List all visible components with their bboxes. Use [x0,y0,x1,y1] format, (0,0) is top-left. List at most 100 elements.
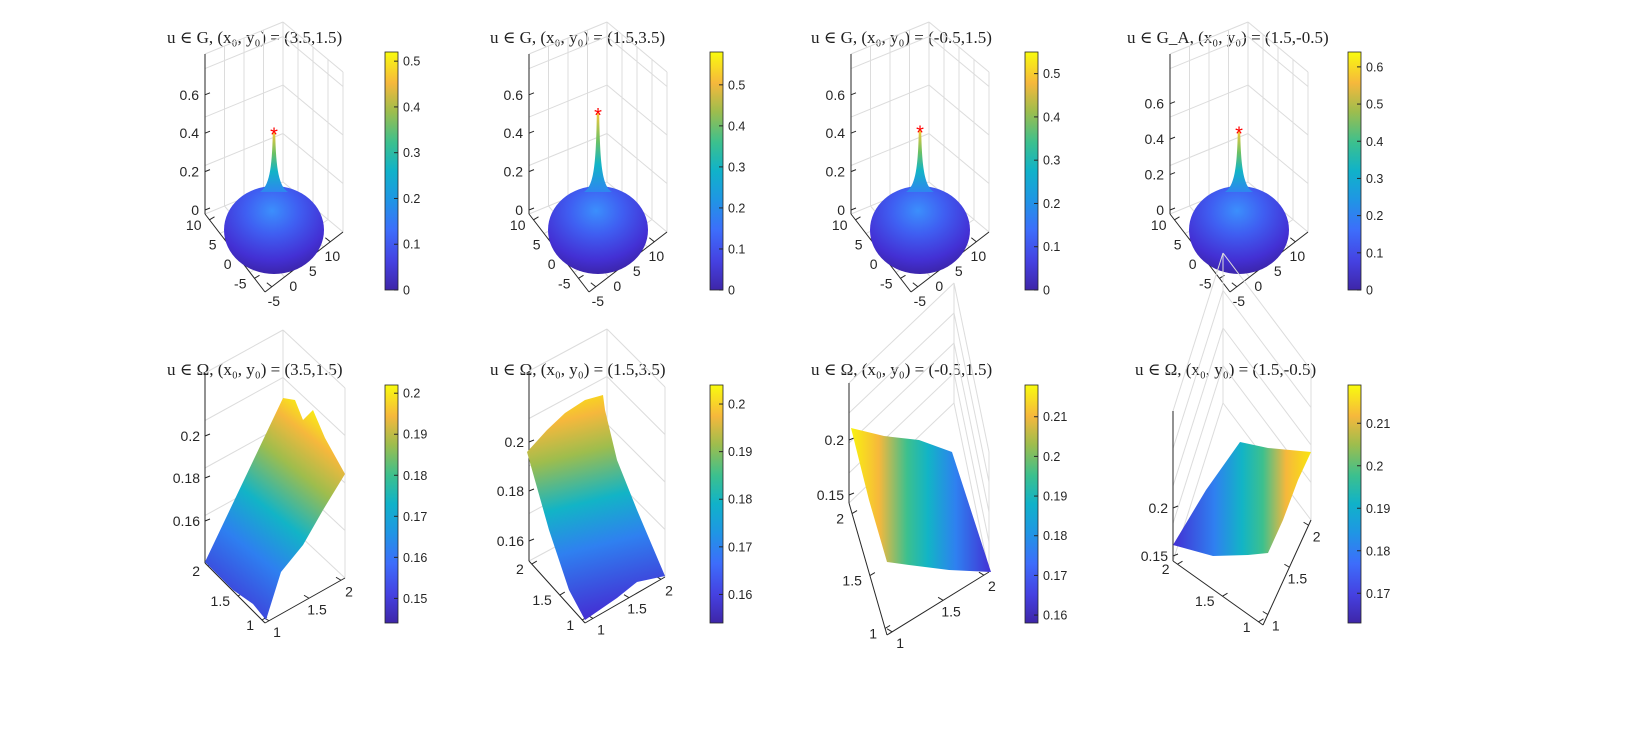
z-tick [528,130,535,134]
z-tick [528,169,535,173]
y-tick-label: 1.5 [532,592,552,608]
colorbar-tick-label: 0.4 [1043,110,1060,124]
panel-title: u ∈ Ω, (x₀, y₀) = (-0.5,1.5) [811,360,992,379]
x-tick-label: 1.5 [1288,570,1308,586]
colorbar-tick-label: 0.16 [403,551,427,565]
colorbar-tick-label: 0.18 [1366,544,1390,558]
x-tick-label: 5 [955,263,963,279]
z-tick [204,169,211,173]
colorbar-tick-label: 0.3 [1043,154,1060,168]
surface [205,398,345,620]
y-tick-label: 1 [1243,619,1251,635]
z-tick-label: 0.2 [826,164,846,180]
grid-line [606,376,666,435]
x-axis [584,576,666,624]
y-tick [559,591,566,596]
x-tick [1231,282,1238,288]
y-tick [209,216,215,221]
colorbar-tick-label: 0.2 [1043,450,1060,464]
z-tick [1169,101,1176,105]
surface-base [548,186,648,274]
x-tick-label: 1.5 [627,601,647,617]
colorbar-tick-label: 0 [1366,284,1373,298]
grid-line [848,342,955,444]
panel-title: u ∈ G, (x₀, y₀) = (-0.5,1.5) [811,28,992,47]
colorbar-tick-label: 0.3 [403,146,420,160]
z-tick [528,488,535,492]
x-tick [266,282,273,288]
z-tick-label: 0.6 [180,87,200,103]
z-tick [528,538,535,542]
colorbar: 0.17 0.18 0.19 0.2 0.21 [1347,384,1390,624]
grid-line [282,377,346,436]
y-axis [848,502,888,636]
colorbar: 0 0.1 0.2 0.3 0.4 0.5 [1024,51,1060,298]
grid-line [606,328,666,388]
y-tick-label: 5 [1174,236,1182,252]
surface-base [224,186,324,274]
grid-line [848,312,955,414]
grid-line [953,402,990,573]
colorbar-tick-label: 0 [403,284,410,298]
colorbar: 0.16 0.17 0.18 0.19 0.2 [709,384,752,624]
panel-title: u ∈ G, (x₀, y₀) = (3.5,1.5) [167,28,342,47]
z-tick-label: 0.16 [173,513,200,529]
grid-line [528,328,608,372]
x-tick [623,594,630,599]
colorbar-gradient [384,51,399,291]
x-tick [1303,521,1309,526]
peak-marker: * [594,105,602,127]
z-tick-label: 0 [1156,202,1164,218]
y-tick [851,510,858,514]
grid-line [1172,365,1224,524]
z-tick-label: 0.18 [497,483,524,499]
z-tick-label: 0.4 [504,125,524,141]
x-tick-label: 1.5 [307,601,327,617]
x-tick [1262,611,1269,615]
y-tick-label: 5 [855,236,863,252]
z-tick-label: 0.4 [826,125,846,141]
colorbar-tick-label: 0.21 [1366,417,1390,431]
colorbar-gradient [709,51,724,291]
y-axis [528,560,586,624]
z-tick [848,492,855,496]
z-tick [850,169,857,173]
colorbar: 0 0.1 0.2 0.3 0.4 0.5 [709,51,745,298]
surface-plot: 0.2 0.18 0.16 2 1.5 1 1 1.5 2 [497,328,673,637]
z-tick [204,433,211,437]
x-tick [325,237,331,243]
x-tick [1290,237,1296,243]
peak-marker: * [270,124,278,146]
colorbar-tick-label: 0.1 [1043,240,1060,254]
y-tick-label: -5 [880,275,893,291]
y-tick [254,274,260,279]
colorbar-tick-label: 0.2 [1366,459,1383,473]
z-tick [528,92,535,96]
x-tick [590,282,597,288]
y-tick [1222,592,1228,597]
grid-line [848,282,955,384]
colorbar-gradient [1024,384,1039,624]
x-tick-label: 2 [988,578,996,594]
surface-plot: 0.2 0.18 0.16 2 1.5 1 1 1.5 2 [173,329,353,640]
grid-line [204,329,284,374]
z-tick [850,92,857,96]
z-tick [204,518,211,522]
colorbar-tick-label: 0.5 [1043,67,1060,81]
colorbar-tick-label: 0.15 [403,592,427,606]
colorbar: 0.15 0.16 0.17 0.18 0.19 0.2 [384,384,427,624]
colorbar-tick-label: 0.4 [403,100,420,114]
surface [851,428,991,572]
grid-line [606,423,666,483]
z-tick-label: 0.6 [1145,96,1165,112]
x-axis [1262,519,1312,626]
y-tick [578,274,584,279]
colorbar-gradient [1347,51,1362,291]
y-tick-label: 1.5 [1195,593,1215,609]
x-tick [1284,563,1290,568]
x-tick-label: 2 [1313,528,1321,544]
z-tick [850,130,857,134]
colorbar-tick-label: 0.18 [403,469,427,483]
peak-marker: * [1235,123,1243,145]
